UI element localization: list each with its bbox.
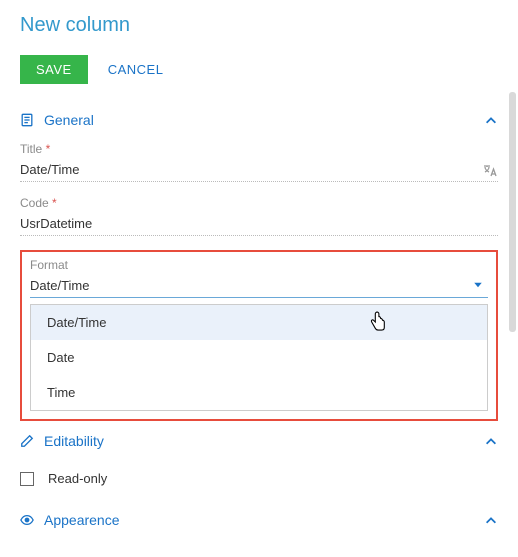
required-mark: * <box>46 142 51 156</box>
section-title-appearance: Appearence <box>44 512 120 528</box>
field-format: Format <box>30 258 488 298</box>
code-input[interactable] <box>20 214 498 233</box>
section-title-general: General <box>44 112 94 128</box>
chevron-up-icon <box>484 514 498 528</box>
format-option[interactable]: Date <box>31 340 487 375</box>
format-option[interactable]: Date/Time <box>31 305 487 340</box>
pencil-icon <box>20 434 34 448</box>
section-header-editability[interactable]: Editability <box>20 427 498 455</box>
translate-icon[interactable] <box>482 163 498 179</box>
readonly-checkbox[interactable] <box>20 472 34 486</box>
section-header-general[interactable]: General <box>20 106 498 134</box>
format-input[interactable] <box>30 276 472 295</box>
caret-down-icon[interactable] <box>472 279 488 295</box>
eye-icon <box>20 513 34 527</box>
chevron-up-icon <box>484 435 498 449</box>
format-option[interactable]: Time <box>31 375 487 410</box>
format-highlight-box: Format Date/Time Date Time <box>20 250 498 421</box>
section-title-editability: Editability <box>44 433 104 449</box>
field-title: Title * <box>20 142 498 182</box>
title-input[interactable] <box>20 160 482 179</box>
title-label: Title * <box>20 142 498 156</box>
page-title: New column <box>20 14 498 37</box>
section-header-appearance[interactable]: Appearence <box>20 506 498 534</box>
action-bar: SAVE CANCEL <box>20 55 498 84</box>
chevron-up-icon <box>484 114 498 128</box>
cancel-button[interactable]: CANCEL <box>108 62 164 77</box>
pointer-cursor-icon <box>369 311 387 333</box>
scrollbar-thumb[interactable] <box>509 92 516 332</box>
save-button[interactable]: SAVE <box>20 55 88 84</box>
readonly-row[interactable]: Read-only <box>20 463 498 506</box>
code-label: Code * <box>20 196 498 210</box>
field-code: Code * <box>20 196 498 236</box>
format-dropdown: Date/Time Date Time <box>30 304 488 411</box>
document-icon <box>20 113 34 127</box>
required-mark: * <box>52 196 57 210</box>
format-label: Format <box>30 258 488 272</box>
readonly-label: Read-only <box>48 471 107 486</box>
